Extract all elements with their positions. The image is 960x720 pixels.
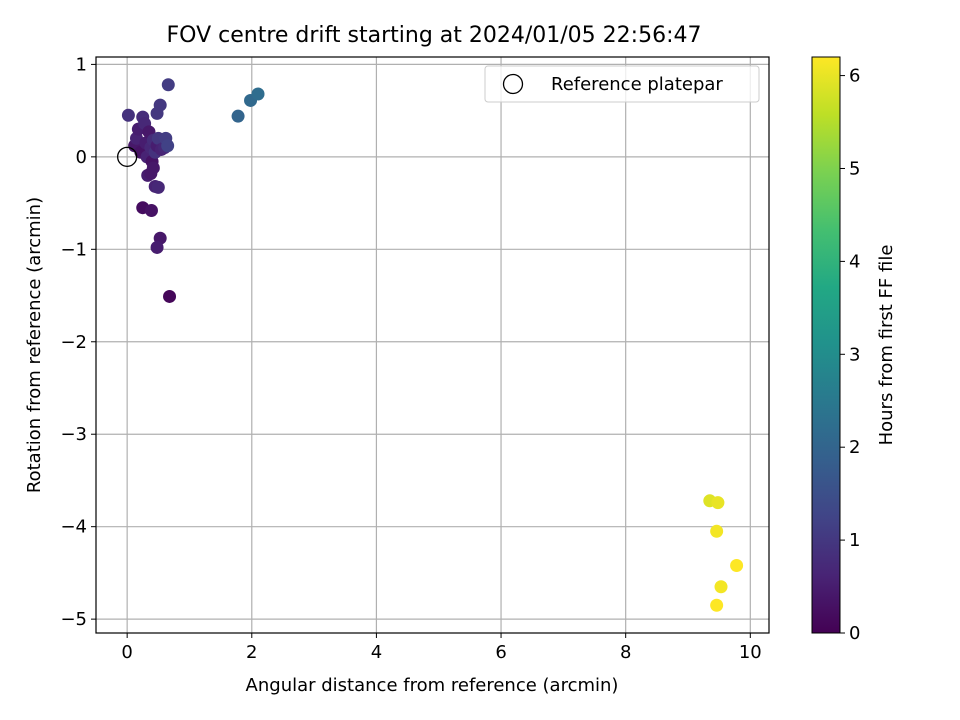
colorbar-ticks: 0 1 2 3 4 5 6	[840, 66, 860, 644]
colorbar-label: Hours from first FF file	[876, 245, 897, 446]
colorbar-tick-label: 2	[849, 437, 860, 458]
plot-frame	[95, 56, 770, 634]
data-point	[144, 203, 158, 217]
plot-background	[96, 57, 769, 633]
reference-marker-layer	[117, 146, 138, 168]
data-point	[151, 180, 165, 194]
x-tick-label: 2	[246, 642, 257, 663]
data-point	[251, 87, 265, 101]
x-axis-ticks: 0 2 4 6 8 10	[121, 633, 762, 663]
colorbar-tick-label: 1	[849, 530, 860, 551]
x-tick-label: 6	[495, 642, 506, 663]
y-axis-label: Rotation from reference (arcmin)	[24, 197, 45, 493]
colorbar-gradient	[811, 56, 841, 634]
data-point	[146, 161, 160, 175]
legend-label-reference: Reference platepar	[551, 74, 723, 95]
data-point	[710, 524, 724, 538]
data-point	[730, 559, 744, 573]
data-point	[231, 109, 245, 123]
colorbar-tick-label: 6	[849, 66, 860, 87]
legend-marker-reference	[502, 73, 524, 95]
x-tick-label: 8	[620, 642, 631, 663]
data-point	[153, 98, 167, 112]
data-point	[161, 78, 175, 92]
data-point	[714, 580, 728, 594]
colorbar-tick-label: 3	[849, 344, 860, 365]
colorbar-tick-label: 5	[849, 158, 860, 179]
plot-area: 0 2 4 6 8 10 10−1−2−3−4−5	[60, 54, 770, 663]
y-tick-label: −4	[60, 517, 87, 538]
y-tick-label: −3	[60, 424, 87, 445]
data-point	[163, 289, 177, 303]
x-tick-label: 4	[371, 642, 382, 663]
y-axis-ticks: 1 0 −1 −2 −3 −4 −5	[60, 54, 96, 630]
chart-title: FOV centre drift starting at 2024/01/05 …	[167, 23, 702, 48]
x-axis-label: Angular distance from reference (arcmin)	[246, 675, 619, 696]
y-tick-label: −2	[60, 332, 87, 353]
data-point	[150, 240, 164, 254]
y-tick-label: 1	[76, 54, 87, 75]
grid	[96, 57, 769, 633]
colorbar-tick-label: 0	[849, 623, 860, 644]
x-tick-label: 0	[121, 642, 132, 663]
data-point	[711, 496, 725, 510]
y-tick-label: 0	[76, 147, 87, 168]
data-point	[710, 598, 724, 612]
data-point	[121, 108, 135, 122]
legend: Reference platepar	[484, 65, 760, 103]
y-tick-label: −5	[60, 609, 87, 630]
y-tick-label: −1	[60, 239, 87, 260]
legend-box	[484, 65, 760, 103]
reference-platepar-marker	[117, 146, 138, 168]
x-tick-label: 10	[739, 642, 762, 663]
data-point	[161, 139, 175, 153]
colorbar-tick-label: 4	[849, 251, 860, 272]
colorbar: 0 1 2 3 4 5 6 Hours from first FF file	[811, 56, 897, 644]
scatter-points	[121, 78, 744, 612]
